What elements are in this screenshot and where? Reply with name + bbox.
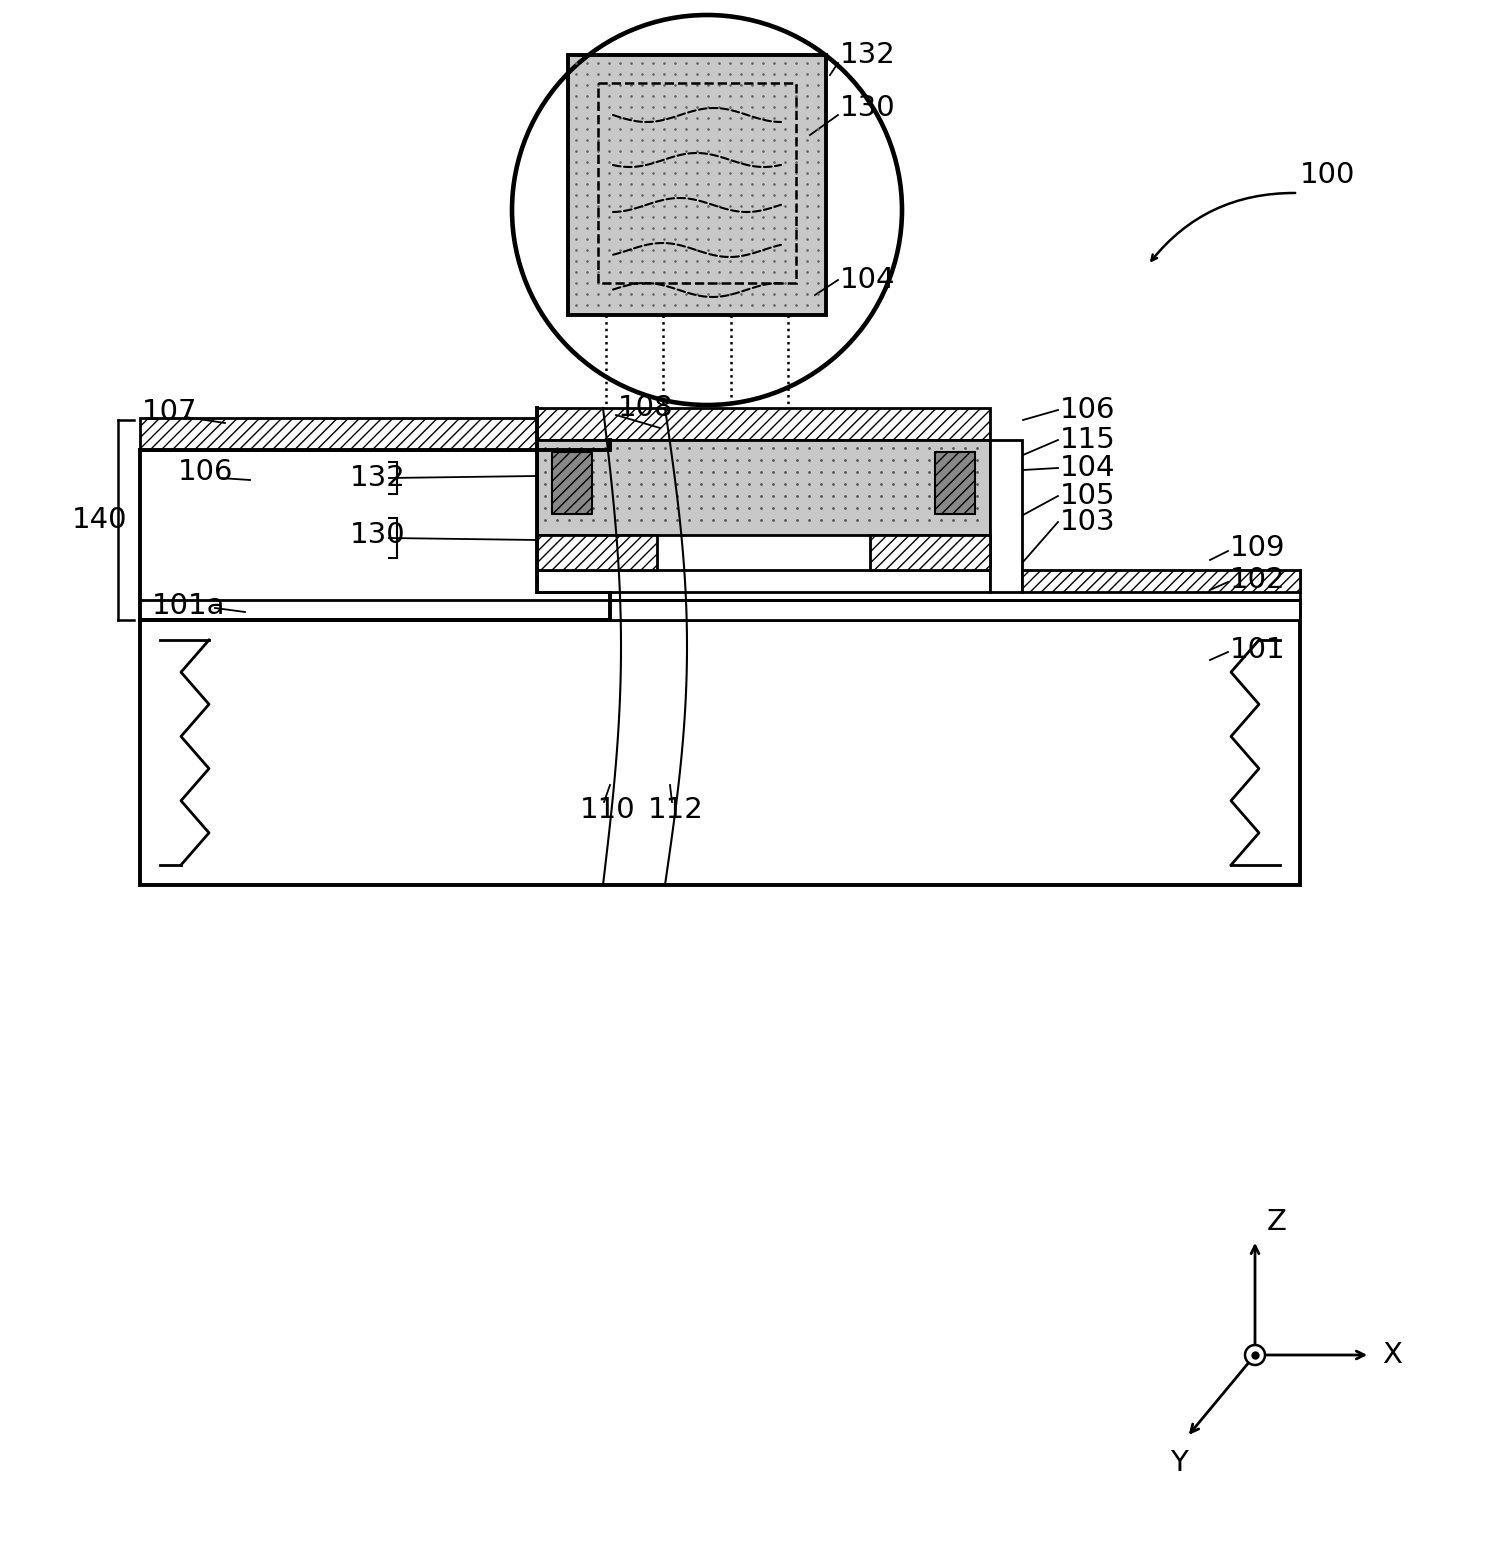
Text: 106: 106 [178, 459, 233, 486]
Text: 101: 101 [1230, 637, 1285, 665]
Bar [537, 407, 990, 440]
Bar [140, 451, 610, 620]
Text: 108: 108 [619, 393, 674, 421]
Text: 107: 107 [141, 398, 197, 426]
Text: 101a: 101a [152, 592, 226, 620]
Bar [140, 418, 900, 451]
Text: 104: 104 [840, 266, 895, 294]
Text: 105: 105 [1060, 482, 1115, 510]
Bar [567, 56, 826, 314]
Bar [597, 84, 796, 283]
Text: 106: 106 [1060, 397, 1115, 424]
Text: 112: 112 [649, 796, 704, 824]
Text: 140: 140 [72, 507, 128, 534]
Bar [140, 620, 1300, 884]
Bar [990, 440, 1022, 592]
Text: 104: 104 [1060, 454, 1115, 482]
Bar [140, 599, 1300, 620]
Text: 132: 132 [351, 465, 406, 493]
Text: 130: 130 [840, 94, 895, 122]
Circle shape [1245, 1345, 1266, 1365]
Text: 109: 109 [1230, 534, 1285, 562]
Text: Y: Y [1169, 1448, 1187, 1478]
Text: 115: 115 [1060, 426, 1115, 454]
Text: 100: 100 [1300, 161, 1356, 189]
Text: Z: Z [1267, 1208, 1287, 1236]
Text: 132: 132 [840, 40, 895, 70]
Text: X: X [1382, 1341, 1403, 1369]
Bar [537, 570, 990, 592]
Text: 130: 130 [351, 520, 406, 548]
Bar [537, 534, 658, 570]
Bar [1022, 570, 1300, 592]
Text: 102: 102 [1230, 565, 1285, 593]
Bar [537, 440, 990, 534]
Text: 110: 110 [579, 796, 635, 824]
Bar [935, 452, 975, 514]
Bar [552, 452, 591, 514]
Bar [870, 534, 990, 570]
Text: 103: 103 [1060, 508, 1115, 536]
